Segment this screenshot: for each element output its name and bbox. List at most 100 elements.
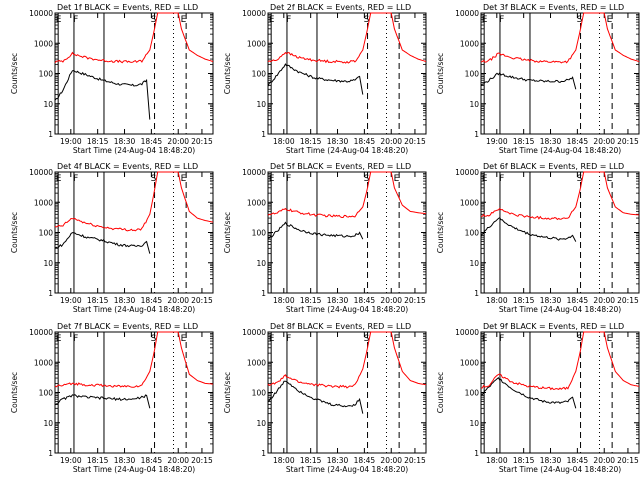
x-axis: 19:00 18:15 18:30 18:45 20:00 20:15 bbox=[60, 13, 213, 146]
events-series-line bbox=[267, 63, 364, 95]
y-axis: 1 10 100 1000 10000 bbox=[29, 168, 213, 298]
y-tick-label: 1 bbox=[474, 289, 479, 298]
x-tick-label: 20:15 bbox=[191, 456, 213, 465]
y-axis-label: Counts/sec bbox=[10, 212, 19, 253]
x-tick-label: 20:00 bbox=[167, 137, 189, 146]
panel-title: Det 2f BLACK = Events, RED = LLD bbox=[270, 3, 411, 12]
x-tick-label: 18:30 bbox=[540, 296, 562, 305]
events-series-line bbox=[267, 221, 364, 240]
events-series-line bbox=[267, 380, 364, 414]
x-tick-label: 20:00 bbox=[593, 296, 615, 305]
x-tick-label: 18:45 bbox=[141, 296, 163, 305]
event-marker-label: E bbox=[269, 174, 275, 184]
y-axis: 1 10 100 1000 10000 bbox=[29, 9, 213, 139]
panel-det-4: Det 4f BLACK = Events, RED = LLD 1 10 100 10… bbox=[10, 162, 214, 314]
panel-det-9: Det 9f BLACK = Events, RED = LLD 1 10 100 10… bbox=[436, 322, 640, 474]
y-axis: 1 10 100 1000 10000 bbox=[29, 328, 213, 458]
event-marker-label: E bbox=[394, 15, 400, 25]
y-tick-label: 10000 bbox=[29, 168, 53, 177]
x-tick-label: 18:15 bbox=[300, 137, 322, 146]
event-marker-label: E bbox=[607, 334, 613, 344]
plot-frame bbox=[54, 171, 214, 294]
panel-det-1: Det 1f BLACK = Events, RED = LLD 1 10 100 10… bbox=[10, 3, 214, 155]
event-marker-label: S bbox=[151, 334, 157, 344]
events-series-line bbox=[54, 232, 151, 254]
y-tick-label: 10 bbox=[469, 259, 479, 268]
x-tick-label: 18:30 bbox=[114, 456, 136, 465]
x-tick-label: 20:00 bbox=[167, 296, 189, 305]
y-tick-label: 10000 bbox=[455, 168, 479, 177]
event-marker-label: F bbox=[73, 334, 78, 344]
x-tick-label: 18:45 bbox=[354, 296, 376, 305]
x-tick-label: 20:00 bbox=[593, 137, 615, 146]
x-axis: 18:00 18:15 18:30 18:45 20:00 20:15 bbox=[273, 13, 426, 146]
event-marker-label: S bbox=[364, 334, 370, 344]
event-marker-label: F bbox=[286, 174, 291, 184]
x-tick-label: 20:15 bbox=[617, 456, 639, 465]
lld-series-line bbox=[54, 331, 214, 388]
x-tick-label: 19:00 bbox=[60, 296, 82, 305]
x-tick-label: 18:30 bbox=[114, 296, 136, 305]
event-marker-label: S bbox=[151, 15, 157, 25]
y-tick-label: 100 bbox=[39, 70, 54, 79]
event-marker-label: F bbox=[499, 334, 504, 344]
event-marker-label: S bbox=[364, 174, 370, 184]
x-tick-label: 20:00 bbox=[167, 456, 189, 465]
event-marker-label: E bbox=[56, 334, 62, 344]
y-tick-label: 10 bbox=[256, 100, 266, 109]
event-marker-label: E bbox=[269, 334, 275, 344]
x-axis: 18:00 18:15 18:30 18:45 20:00 20:15 bbox=[273, 172, 426, 305]
y-tick-label: 10 bbox=[43, 419, 53, 428]
x-tick-label: 20:15 bbox=[617, 137, 639, 146]
x-tick-label: 18:15 bbox=[87, 456, 109, 465]
x-axis-label: Start Time (24-Aug-04 18:48:20) bbox=[73, 465, 195, 474]
x-axis: 18:00 18:15 18:30 18:45 20:00 20:15 bbox=[486, 332, 639, 465]
y-tick-label: 1000 bbox=[460, 39, 479, 48]
y-tick-label: 100 bbox=[465, 70, 480, 79]
y-axis-label: Counts/sec bbox=[436, 372, 445, 413]
event-marker-label: F bbox=[286, 334, 291, 344]
y-tick-label: 10 bbox=[43, 259, 53, 268]
panel-title: Det 3f BLACK = Events, RED = LLD bbox=[483, 3, 624, 12]
y-tick-label: 1 bbox=[48, 289, 53, 298]
x-tick-label: 18:45 bbox=[354, 456, 376, 465]
event-marker-label: E bbox=[181, 334, 187, 344]
event-marker-label: F bbox=[286, 15, 291, 25]
x-tick-label: 18:45 bbox=[354, 137, 376, 146]
y-tick-label: 1000 bbox=[34, 198, 53, 207]
y-tick-label: 10 bbox=[256, 259, 266, 268]
panel-title: Det 4f BLACK = Events, RED = LLD bbox=[57, 162, 198, 171]
panel-title: Det 9f BLACK = Events, RED = LLD bbox=[483, 322, 624, 331]
event-marker-label: E bbox=[482, 174, 488, 184]
x-axis: 18:00 18:15 18:30 18:45 20:00 20:15 bbox=[273, 332, 426, 465]
panel-det-3: Det 3f BLACK = Events, RED = LLD 1 10 100 10… bbox=[436, 3, 640, 155]
events-series-line bbox=[480, 217, 577, 242]
event-marker-label: E bbox=[607, 15, 613, 25]
x-tick-label: 18:30 bbox=[327, 456, 349, 465]
x-tick-label: 19:00 bbox=[486, 137, 508, 146]
y-tick-label: 10 bbox=[43, 100, 53, 109]
events-series-line bbox=[480, 377, 577, 409]
panel-title: Det 6f BLACK = Events, RED = LLD bbox=[483, 162, 624, 171]
y-tick-label: 10 bbox=[469, 419, 479, 428]
x-axis: 19:00 18:15 18:30 18:45 20:00 20:15 bbox=[60, 172, 213, 305]
event-marker-label: E bbox=[181, 15, 187, 25]
y-tick-label: 100 bbox=[39, 389, 54, 398]
event-marker-label: E bbox=[56, 15, 62, 25]
y-axis-label: Counts/sec bbox=[223, 372, 232, 413]
y-axis-label: Counts/sec bbox=[10, 372, 19, 413]
x-tick-label: 20:15 bbox=[191, 137, 213, 146]
event-marker-label: S bbox=[577, 15, 583, 25]
event-marker-label: F bbox=[73, 174, 78, 184]
y-tick-label: 1000 bbox=[247, 39, 266, 48]
y-tick-label: 10000 bbox=[242, 168, 266, 177]
y-tick-label: 100 bbox=[252, 70, 267, 79]
y-tick-label: 10000 bbox=[29, 328, 53, 337]
x-tick-label: 20:15 bbox=[404, 296, 426, 305]
x-tick-label: 18:30 bbox=[327, 296, 349, 305]
y-axis: 1 10 100 1000 10000 bbox=[242, 328, 426, 458]
